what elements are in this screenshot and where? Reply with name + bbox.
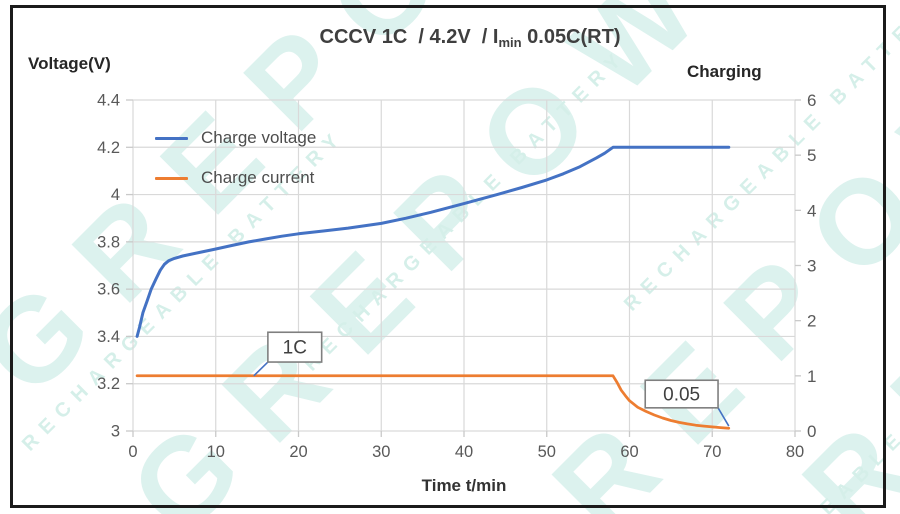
left-tick-label: 3.6 (97, 281, 120, 299)
annotation-box (267, 331, 323, 363)
charge-current-label: Charge current (201, 168, 315, 187)
left-tick-label: 3 (111, 423, 120, 441)
left-tick-label: 4 (111, 186, 120, 204)
charge-current-swatch (155, 176, 188, 180)
annotation-1c: 1C (253, 331, 323, 377)
legend-item-charge-current: Charge current (155, 158, 316, 198)
right-tick-label: 2 (807, 312, 816, 331)
x-tick-label: 10 (207, 443, 225, 461)
annotation-box (644, 379, 719, 409)
tick-labels: 4.44.243.83.63.43.230 10 20 30 40 50 60 70 80654… (97, 91, 816, 461)
left-axis-title: Voltage(V) (28, 54, 111, 73)
left-tick-label: 3.8 (97, 233, 120, 251)
legend: Charge voltage Charge current (155, 118, 316, 198)
x-axis-title: Time t/min (421, 476, 507, 495)
left-tick-label: 3.4 (97, 328, 120, 346)
chart-title: CCCV 1C / 4.2V / Imin 0.05C(RT) (130, 26, 810, 50)
annotation-leader-line (253, 361, 269, 377)
x-tick-label: 40 (455, 443, 473, 461)
annotation-text: 0.05 (663, 385, 700, 406)
legend-item-charge-voltage: Charge voltage (155, 118, 316, 158)
right-tick-label: 5 (807, 146, 816, 165)
x-tick-label: 30 (372, 443, 390, 461)
right-tick-label: 1 (807, 367, 816, 386)
annotation-0-05: 0.05 (644, 379, 730, 427)
right-tick-label: 4 (807, 201, 816, 220)
charge-voltage-label: Charge voltage (201, 128, 317, 147)
charge-voltage-swatch (155, 136, 188, 140)
chart-title-prefix: CCCV 1C / 4.2V / I (319, 26, 499, 48)
chart-title-suffix: 0.05C(RT) (521, 26, 621, 48)
x-tick-label: 70 (703, 443, 721, 461)
left-tick-label: 4.4 (97, 92, 120, 110)
x-tick-label: 50 (538, 443, 556, 461)
annotation-leader-line (717, 407, 730, 427)
x-tick-label: 0 (128, 443, 137, 461)
right-tick-label: 6 (807, 91, 816, 110)
tick-marks (126, 99, 801, 437)
right-tick-label: 0 (807, 422, 816, 441)
charge-current-line (135, 374, 731, 430)
chart-title-subscript: min (498, 35, 522, 50)
right-axis-title: Charging (687, 62, 762, 81)
annotation-text: 1C (283, 338, 307, 359)
x-tick-label: 20 (289, 443, 307, 461)
x-tick-label: 60 (620, 443, 638, 461)
charge-voltage-line (135, 145, 731, 338)
right-tick-label: 3 (807, 257, 816, 276)
left-tick-label: 3.2 (97, 375, 120, 393)
x-tick-label: 80 (786, 443, 804, 461)
left-tick-label: 4.2 (97, 139, 120, 157)
